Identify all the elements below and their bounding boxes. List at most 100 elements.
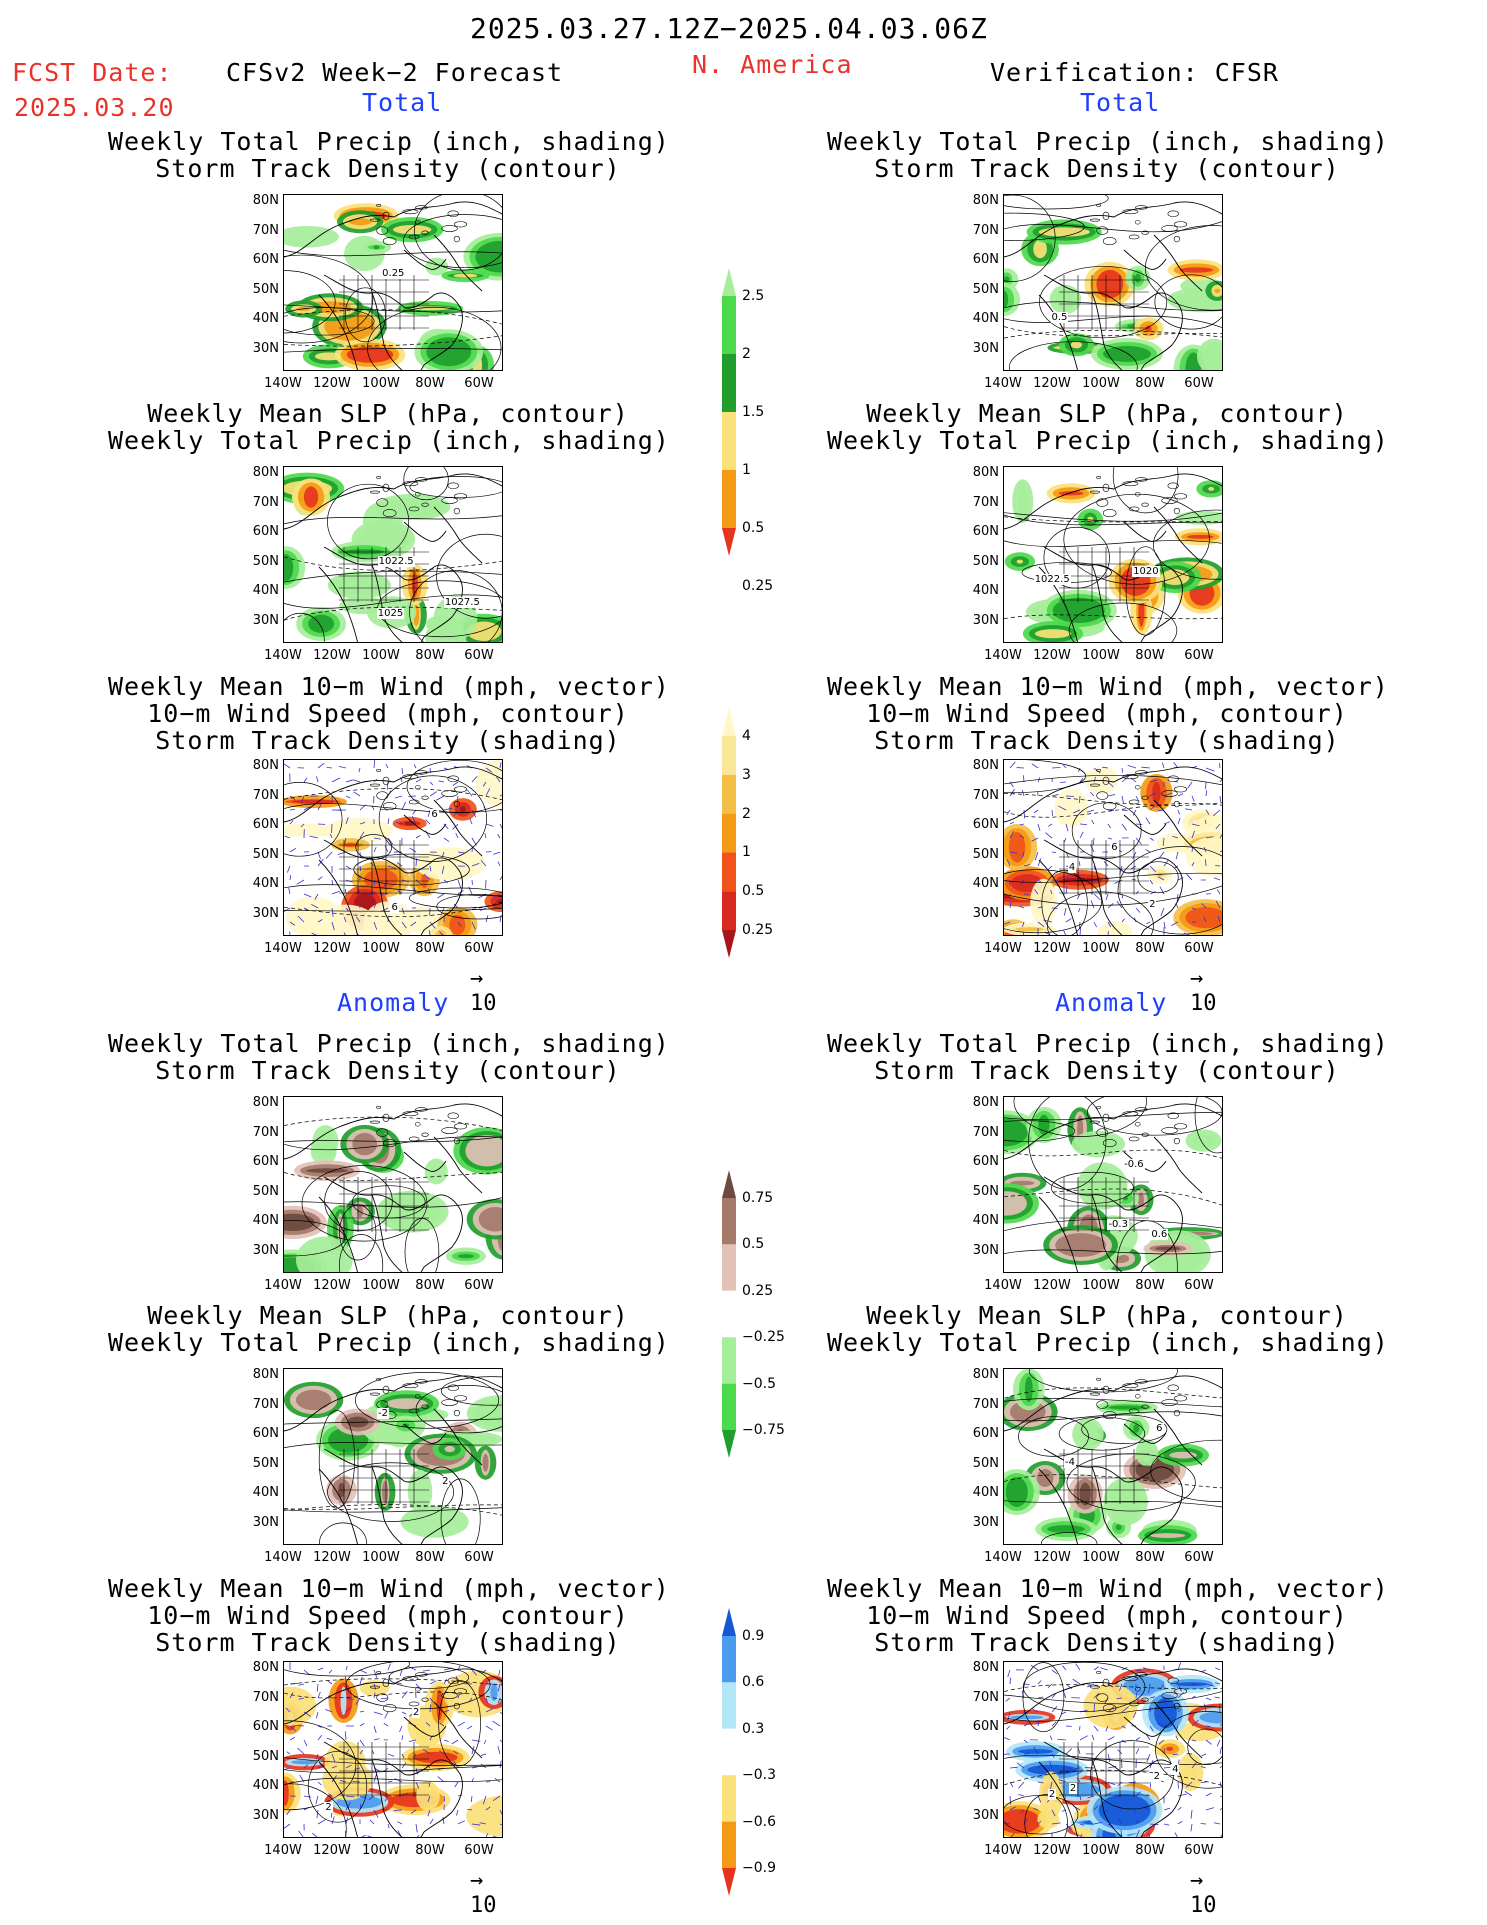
colorbar-swatch bbox=[722, 1383, 736, 1430]
lon-tick-label: 140W bbox=[984, 376, 1022, 391]
lon-tick-label: 100W bbox=[1082, 1550, 1120, 1565]
colorbar-graphic bbox=[722, 708, 736, 958]
colorbar-swatch bbox=[722, 891, 736, 930]
lon-tick-label: 80W bbox=[1135, 648, 1165, 663]
map-fcst-anom-precip: 80N 70N 60N 50N 40N 30N 140W 120W 100W 80W 60W bbox=[253, 1095, 503, 1293]
colorbar-label: 2 bbox=[742, 346, 751, 362]
colorbar-precip-anom: 0.75 0.5 0.25 −0.25 −0.5 −0.75 bbox=[722, 1170, 832, 1458]
section-anomaly-fcst: Anomaly bbox=[337, 988, 450, 1017]
map-plot bbox=[284, 760, 502, 935]
lat-tick-label: 50N bbox=[972, 846, 999, 862]
colorbar-swatch bbox=[722, 1636, 736, 1683]
colorbar-swatch bbox=[722, 1821, 736, 1868]
lon-tick-label: 140W bbox=[984, 648, 1022, 663]
colorbar-swatch bbox=[722, 774, 736, 814]
colorbar-label: 1.5 bbox=[742, 404, 765, 420]
lon-tick-label: 100W bbox=[1082, 941, 1120, 956]
map-plot bbox=[1004, 1097, 1222, 1272]
colorbar-swatch bbox=[722, 1337, 736, 1384]
colorbar-precip-total: 2.5 2 1.5 1 0.5 0.25 bbox=[722, 268, 832, 594]
colorbar-label: −0.5 bbox=[742, 1375, 776, 1392]
lat-tick-label: 50N bbox=[972, 553, 999, 569]
map-frame bbox=[283, 1661, 503, 1838]
lat-tick-label: 50N bbox=[252, 281, 279, 297]
lat-tick-label: 80N bbox=[252, 1660, 279, 1675]
lon-tick-label: 120W bbox=[1033, 376, 1071, 391]
colorbar-label: 0.9 bbox=[742, 1628, 765, 1644]
lon-tick-label: 60W bbox=[1184, 1550, 1214, 1565]
contour-label: -0.3 bbox=[1107, 1218, 1129, 1230]
contour-label: 6 bbox=[430, 808, 439, 820]
lat-tick-label: 80N bbox=[252, 1095, 279, 1110]
lon-tick-label: 100W bbox=[362, 941, 400, 956]
lat-tick-label: 40N bbox=[252, 1213, 279, 1228]
contour-label: 2 bbox=[1148, 898, 1157, 910]
colorbar-swatch bbox=[722, 813, 736, 853]
colorbar-swatch bbox=[722, 1868, 736, 1896]
lon-tick-label: 60W bbox=[464, 1843, 494, 1858]
title-fcst-total-wind: Weekly Mean 10−m Wind (mph, vector) 10−m … bbox=[108, 672, 670, 755]
lat-tick-label: 80N bbox=[972, 465, 999, 480]
lon-tick-label: 100W bbox=[362, 1550, 400, 1565]
lon-tick-label: 120W bbox=[313, 1550, 351, 1565]
lon-tick-label: 140W bbox=[264, 1278, 302, 1293]
colorbar-swatch bbox=[722, 708, 736, 736]
lon-tick-label: 80W bbox=[1135, 1278, 1165, 1293]
lon-tick-label: 140W bbox=[264, 941, 302, 956]
lat-tick-label: 50N bbox=[252, 1748, 279, 1764]
lon-tick-label: 100W bbox=[362, 1843, 400, 1858]
title-obs-anom-wind: Weekly Mean 10−m Wind (mph, vector) 10−m … bbox=[827, 1574, 1389, 1657]
lon-tick-label: 140W bbox=[264, 1843, 302, 1858]
lat-tick-label: 40N bbox=[252, 311, 279, 326]
contour-label: 1027.5 bbox=[443, 596, 481, 608]
lat-tick-label: 40N bbox=[972, 583, 999, 598]
map-frame bbox=[283, 1096, 503, 1273]
lon-tick-label: 80W bbox=[1135, 376, 1165, 391]
vector-ref-obs-anom: → 10 bbox=[1190, 1868, 1217, 1918]
forecast-model-title: CFSv2 Week−2 Forecast bbox=[226, 58, 564, 87]
colorbar-swatch bbox=[722, 1170, 736, 1198]
lon-tick-label: 60W bbox=[464, 1550, 494, 1565]
lat-tick-label: 80N bbox=[252, 758, 279, 773]
colorbar-swatch bbox=[722, 1728, 736, 1776]
contour-label: -2 bbox=[377, 1408, 389, 1420]
lat-tick-label: 30N bbox=[972, 1807, 999, 1823]
lon-tick-label: 120W bbox=[1033, 1278, 1071, 1293]
colorbar-label: 0.5 bbox=[742, 883, 765, 900]
map-fcst-total-slp: 1025 1027.5 1022.5 80N 70N 60N 50N 40N 30N 140W 12… bbox=[253, 465, 503, 663]
lon-tick-label: 140W bbox=[264, 376, 302, 391]
map-obs-anom-slp: -4 6 80N 70N 60N 50N 40N 30N 140W 120W 100W 80W 60W bbox=[973, 1367, 1223, 1565]
lon-tick-label: 60W bbox=[464, 648, 494, 663]
colorbar-swatch bbox=[722, 1244, 736, 1291]
lat-tick-label: 70N bbox=[972, 787, 999, 803]
colorbar-swatch bbox=[722, 1290, 736, 1338]
colorbar-label: 0.25 bbox=[742, 922, 774, 938]
lon-tick-label: 120W bbox=[313, 1843, 351, 1858]
map-plot bbox=[1004, 1369, 1222, 1544]
lon-tick-label: 120W bbox=[1033, 1843, 1071, 1858]
colorbar-swatch bbox=[722, 1682, 736, 1729]
lat-tick-label: 70N bbox=[972, 494, 999, 510]
vector-ref-fcst-total: → 10 bbox=[470, 966, 497, 1016]
lon-tick-label: 120W bbox=[1033, 648, 1071, 663]
vector-ref-value: 10 bbox=[1190, 1893, 1217, 1918]
lon-tick-label: 100W bbox=[1082, 648, 1120, 663]
map-plot bbox=[1004, 195, 1222, 370]
contour-label: 2 bbox=[1068, 1783, 1078, 1794]
vector-ref-fcst-anom: → 10 bbox=[470, 1868, 497, 1918]
lon-tick-label: 80W bbox=[415, 941, 445, 956]
colorbar-swatch bbox=[722, 296, 736, 354]
map-frame bbox=[283, 194, 503, 371]
lon-tick-label: 100W bbox=[1082, 376, 1120, 391]
map-plot bbox=[1004, 467, 1222, 642]
map-obs-total-precip: 0.5 80N 70N 60N 50N 40N 30N 140W 120W 100W 80W 60W bbox=[973, 193, 1223, 391]
colorbar-swatch bbox=[722, 1608, 736, 1636]
lat-tick-label: 50N bbox=[972, 1748, 999, 1764]
lat-tick-label: 40N bbox=[252, 1485, 279, 1500]
title-fcst-anom-precip: Weekly Total Precip (inch, shading) Storm… bbox=[108, 1029, 670, 1085]
lat-tick-label: 70N bbox=[252, 494, 279, 510]
map-frame bbox=[1003, 1368, 1223, 1545]
lat-tick-label: 70N bbox=[252, 1396, 279, 1412]
map-obs-total-slp: 1022.5 1020 80N 70N 60N 50N 40N 30N 140W 120W 100W… bbox=[973, 465, 1223, 663]
vector-ref-value: 10 bbox=[470, 1893, 497, 1918]
